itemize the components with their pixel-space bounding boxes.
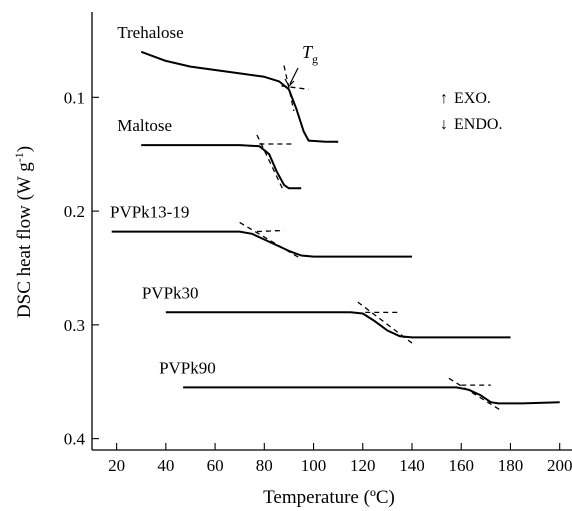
series-line-pvpk90 <box>183 386 560 405</box>
x-tick-label: 40 <box>157 456 174 475</box>
series-line-maltose <box>141 144 302 190</box>
tangent-line-pvpk30 <box>357 301 413 344</box>
tangent-line-pvpk90 <box>448 377 501 411</box>
x-axis-title: Temperature (ºC) <box>263 487 395 508</box>
exo-arrow-icon: ↑ <box>440 90 448 107</box>
series-labels: Trehalose Maltose PVPk13-19 PVPk30 PVPk90 <box>110 23 216 378</box>
series-label-pvpk90: PVPk90 <box>159 358 216 377</box>
series-layer <box>111 50 560 405</box>
tg-main: T <box>302 42 314 62</box>
x-tick-label: 100 <box>301 456 327 475</box>
x-tick-label: 200 <box>547 456 572 475</box>
tg-arrowhead-icon <box>284 78 295 87</box>
series-line-trehalose <box>140 50 339 143</box>
x-tick-label: 120 <box>350 456 376 475</box>
tg-annotation: Tg <box>284 42 318 87</box>
x-tick-label: 140 <box>399 456 425 475</box>
endo-label: ENDO. <box>454 116 502 133</box>
y-tick-label: 0.3 <box>64 316 85 335</box>
tangent-line-pvpk13-19 <box>239 221 302 260</box>
series-line-pvpk30 <box>165 311 511 339</box>
tg-arrow-icon <box>289 67 299 85</box>
exo-endo-legend: ↑ EXO. ↓ ENDO. <box>440 90 502 133</box>
tangent-line-pvpk13-19 <box>256 229 285 233</box>
y-ticks: 0.1 0.2 0.3 0.4 <box>64 88 99 449</box>
legend-exo: ↑ EXO. <box>440 90 491 107</box>
legend-endo: ↓ ENDO. <box>440 116 502 133</box>
series-label-maltose: Maltose <box>117 116 172 135</box>
endo-arrow-icon: ↓ <box>440 116 448 133</box>
x-tick-label: 60 <box>207 456 224 475</box>
tangent-line-trehalose <box>283 65 295 112</box>
tangent-line-trehalose <box>281 85 309 91</box>
series-line-pvpk13-19 <box>111 230 412 258</box>
tg-label: Tg <box>302 42 318 66</box>
y-axis-title-sup: -1 <box>12 152 26 162</box>
plot-frame <box>91 12 572 451</box>
tg-subscript: g <box>312 52 318 66</box>
y-tick-label: 0.2 <box>64 202 85 221</box>
series-label-pvpk13-19: PVPk13-19 <box>110 203 189 222</box>
y-axis-title-close: ) <box>14 146 35 152</box>
y-axis-title: DSC heat flow (W g-1) <box>12 146 35 318</box>
x-tick-label: 20 <box>108 456 125 475</box>
tangent-layer <box>239 65 501 411</box>
y-axis-title-main: DSC heat flow (W g <box>14 162 35 318</box>
y-tick-label: 0.1 <box>64 88 85 107</box>
x-tick-label: 180 <box>498 456 524 475</box>
exo-label: EXO. <box>454 90 491 107</box>
series-label-trehalose: Trehalose <box>117 23 183 42</box>
x-ticks: 20 40 60 80 100 120 140 160 180 200 <box>108 443 572 475</box>
x-tick-label: 160 <box>448 456 474 475</box>
x-tick-label: 80 <box>256 456 273 475</box>
series-label-pvpk30: PVPk30 <box>142 283 199 302</box>
y-tick-label: 0.4 <box>64 430 86 449</box>
tangent-line-maltose <box>256 134 285 193</box>
